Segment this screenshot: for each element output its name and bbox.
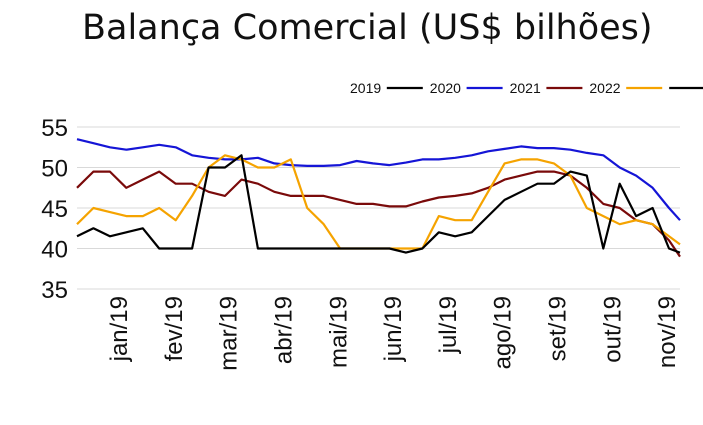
x-tick-label: fev/19	[161, 296, 188, 361]
legend-label: 2022	[589, 80, 620, 96]
legend: 2019 2020 2021 2022	[350, 80, 703, 96]
y-tick-label: 35	[41, 277, 68, 304]
series-layer	[76, 138, 681, 258]
chart-title: Balança Comercial (US$ bilhões)	[82, 8, 653, 48]
y-tick-label: 55	[41, 115, 68, 142]
legend-label: 2019	[350, 80, 381, 96]
x-tick-label: out/19	[599, 296, 626, 363]
x-tick-label: jul/19	[435, 296, 462, 354]
x-axis-tick-labels: jan/19 fev/19 mar/19 abr/19 mai/19 jun/19 jul/…	[106, 296, 681, 371]
x-tick-label: jun/19	[380, 296, 407, 362]
series-line-1	[76, 138, 681, 221]
y-tick-label: 50	[41, 156, 68, 183]
x-tick-label: jan/19	[106, 296, 133, 362]
series-line-3	[76, 154, 681, 250]
legend-label: 2020	[430, 80, 461, 96]
series-line-2	[76, 170, 681, 258]
x-tick-label: abr/19	[270, 296, 297, 364]
x-tick-label: mai/19	[325, 296, 352, 368]
x-tick-label: ago/19	[490, 296, 517, 369]
x-tick-label: mar/19	[216, 296, 243, 371]
legend-label: 2021	[510, 80, 541, 96]
series-line-4	[76, 154, 681, 254]
y-axis-tick-labels: 35 40 45 50 55	[41, 115, 68, 304]
x-tick-label: nov/19	[654, 296, 681, 368]
grid-layer	[77, 126, 680, 290]
x-tick-label: set/19	[545, 296, 572, 361]
y-tick-label: 40	[41, 237, 68, 264]
y-tick-label: 45	[41, 196, 68, 223]
